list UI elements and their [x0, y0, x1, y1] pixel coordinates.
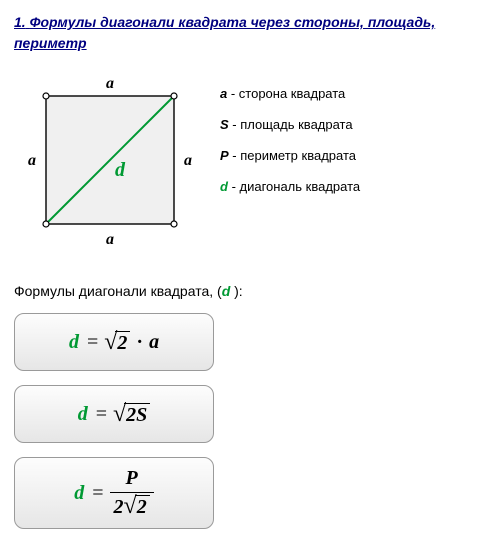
title-number: 1.: [14, 14, 26, 30]
subhead: Формулы диагонали квадрата, (d ):: [14, 283, 486, 299]
legend-symbol: P: [220, 148, 229, 163]
formula-d: d: [69, 331, 79, 354]
radicand: 2: [115, 331, 130, 353]
svg-text:a: a: [106, 231, 114, 248]
dot-operator: ·: [136, 331, 143, 354]
page-title: 1. Формулы диагонали квадрата через стор…: [14, 12, 486, 54]
sqrt: √ 2S: [113, 403, 150, 425]
square-diagram: a a a a d: [14, 72, 192, 253]
denominator: 2√2: [110, 495, 154, 519]
equals-sign: =: [92, 482, 103, 505]
subhead-suffix: ):: [230, 283, 242, 299]
factor-a: a: [149, 331, 159, 354]
equals-sign: =: [87, 331, 98, 354]
equals-sign: =: [96, 403, 107, 426]
legend-item-a: a - сторона квадрата: [220, 86, 360, 101]
legend-item-p: P - периметр квадрата: [220, 148, 360, 163]
den-lead: 2: [114, 496, 124, 518]
sqrt: √2: [124, 495, 150, 517]
formula-2: d = √ 2S: [14, 385, 214, 443]
legend-symbol: d: [220, 179, 228, 194]
subhead-d: d: [222, 283, 231, 299]
legend-text: - площадь квадрата: [229, 117, 353, 132]
legend-symbol: S: [220, 117, 229, 132]
formula-3: d = P 2√2: [14, 457, 214, 529]
legend-text: - сторона квадрата: [227, 86, 345, 101]
formula-d: d: [78, 403, 88, 426]
legend: a - сторона квадрата S - площадь квадрат…: [220, 72, 360, 194]
title-text: Формулы диагонали квадрата через стороны…: [14, 14, 435, 51]
formula-1: d = √ 2 · a: [14, 313, 214, 371]
svg-text:a: a: [106, 75, 114, 92]
svg-text:a: a: [184, 152, 192, 169]
legend-item-d: d - диагональ квадрата: [220, 179, 360, 194]
square-svg: a a a a d: [14, 72, 192, 250]
legend-item-s: S - площадь квадрата: [220, 117, 360, 132]
svg-text:a: a: [28, 152, 36, 169]
radicand: 2S: [124, 403, 150, 425]
fraction: P 2√2: [110, 467, 154, 519]
formula-d: d: [74, 482, 84, 505]
sqrt: √ 2: [104, 331, 130, 353]
legend-text: - диагональ квадрата: [228, 179, 360, 194]
numerator: P: [122, 467, 142, 490]
upper-section: a a a a d a - сторона квадрата S - площадь к…: [14, 72, 486, 253]
subhead-prefix: Формулы диагонали квадрата, (: [14, 283, 222, 299]
svg-text:d: d: [115, 159, 126, 181]
legend-text: - периметр квадрата: [229, 148, 356, 163]
radicand: 2: [135, 495, 150, 517]
